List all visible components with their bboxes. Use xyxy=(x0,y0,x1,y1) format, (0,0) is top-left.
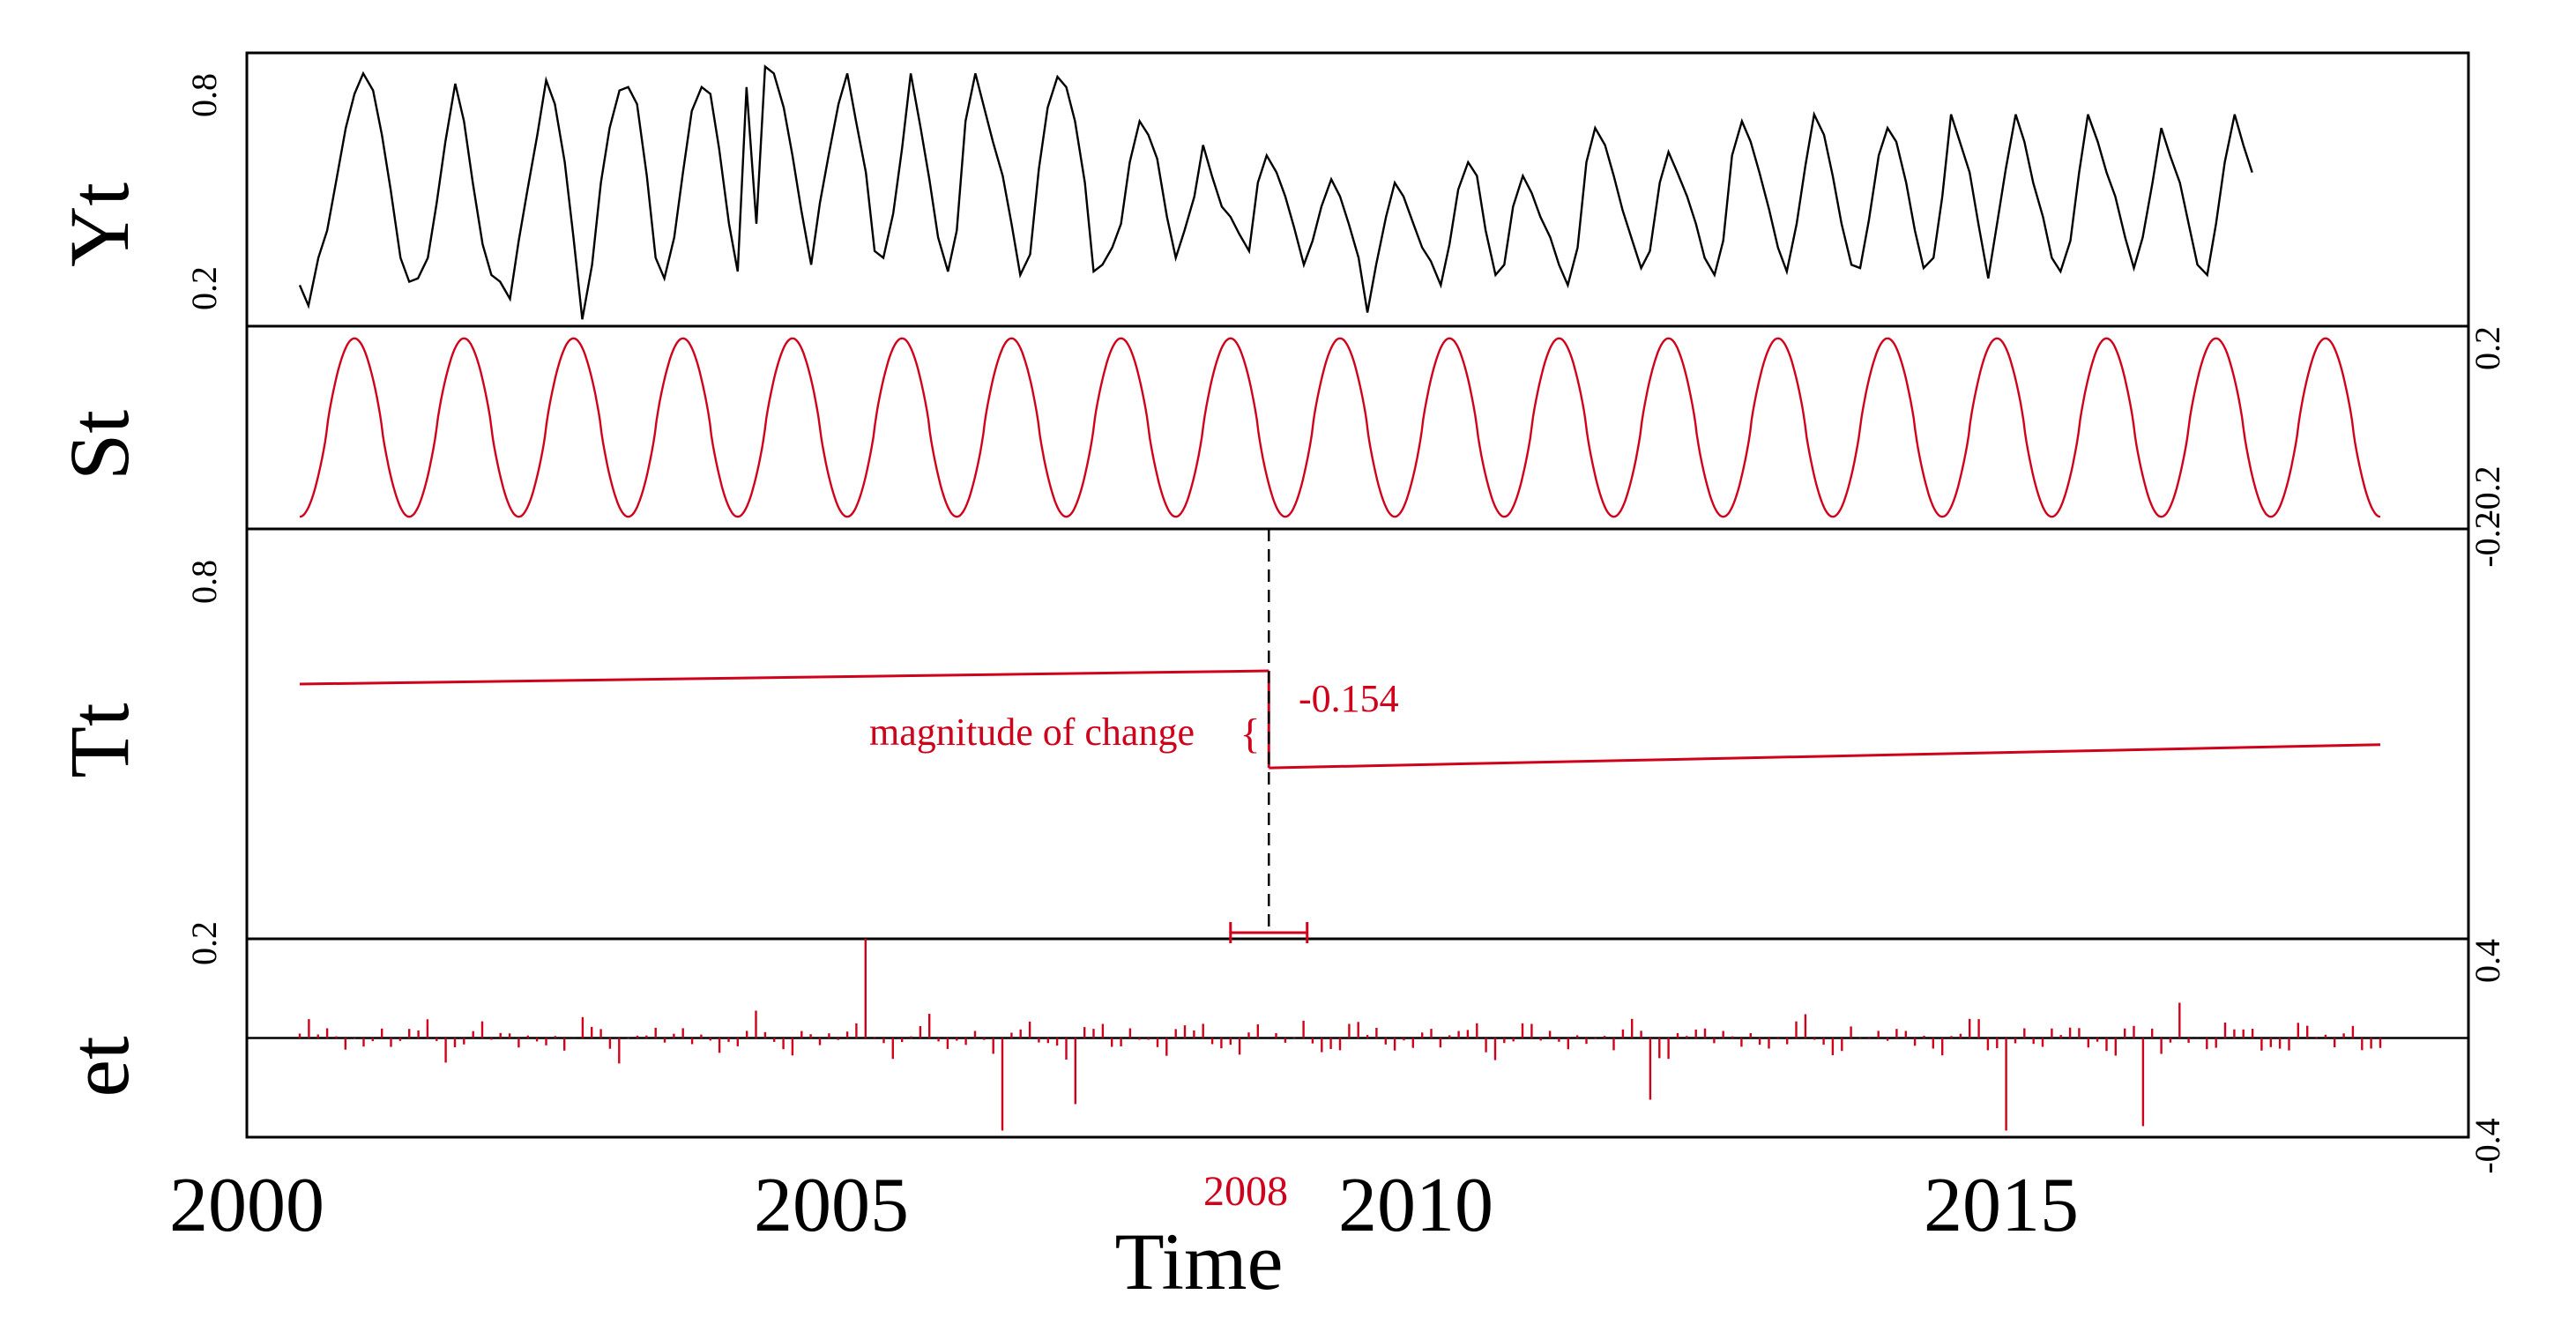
yt-series-layer xyxy=(298,64,2253,320)
xtick-2000: 2000 xyxy=(169,1163,324,1248)
tick-right-et-neg0.4: -0.4 xyxy=(2468,1118,2507,1173)
xtick-2010: 2010 xyxy=(1338,1163,1493,1248)
x-axis-title: Time xyxy=(1115,1217,1284,1306)
tick-left-yt-0.8: 0.8 xyxy=(184,73,224,117)
tt-segment-2 xyxy=(1269,743,2381,770)
tick-right-et-0.4: 0.4 xyxy=(2468,939,2507,983)
tt-segment-1 xyxy=(299,669,1269,686)
tt-series-layer xyxy=(299,529,2381,943)
yt-series-line xyxy=(298,64,2253,320)
ylabel-tt: Tt xyxy=(52,703,146,778)
panel-frame-st xyxy=(245,324,2470,531)
et-series-layer xyxy=(247,939,2468,1131)
tick-right-st-0.2: 0.2 xyxy=(2468,326,2507,370)
xtick-2015: 2015 xyxy=(1924,1163,2079,1248)
tick-left-tt-0.2: 0.2 xyxy=(184,921,224,965)
st-series-line xyxy=(299,337,2381,518)
annotation-magnitude-value: -0.154 xyxy=(1299,677,1399,720)
breakpoint-year-label: 2008 xyxy=(1203,1168,1288,1215)
ylabel-st: St xyxy=(52,410,146,480)
panel-frame-tt xyxy=(245,527,2470,941)
tick-left-tt-0.8: 0.8 xyxy=(184,560,224,604)
tick-right-st-neg0.2: -0.2 xyxy=(2468,465,2507,521)
ylabel-yt: Yt xyxy=(52,182,146,267)
panel-frame-yt xyxy=(245,51,2470,328)
xtick-2005: 2005 xyxy=(754,1163,909,1248)
st-series-layer xyxy=(299,337,2381,518)
annotation-magnitude-label: magnitude of change xyxy=(869,711,1195,754)
tick-left-yt-0.2: 0.2 xyxy=(184,266,224,310)
ylabel-et: et xyxy=(52,1036,146,1098)
tick-right-tt-neg0.2: -0.2 xyxy=(2468,511,2507,567)
annotation-brace: { xyxy=(1240,711,1260,757)
